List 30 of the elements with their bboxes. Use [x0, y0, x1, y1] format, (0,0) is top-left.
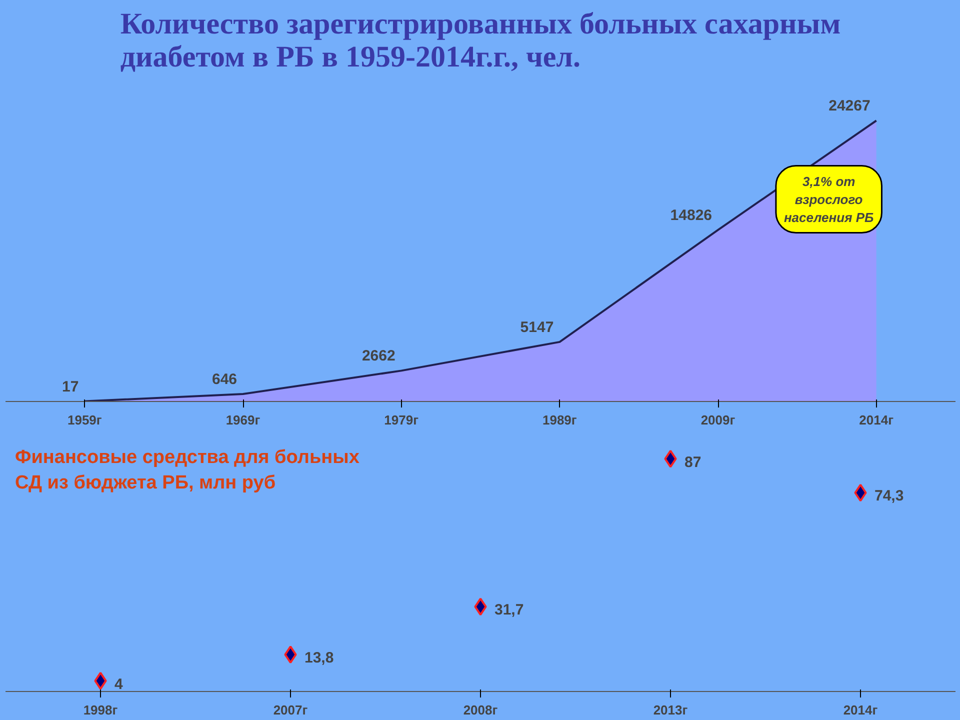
- point: [854, 484, 867, 502]
- data-label: 2662: [362, 348, 396, 365]
- x-tick-label: 2014г: [859, 412, 894, 428]
- data-label: 5147: [520, 318, 554, 336]
- data-label: 31,7: [494, 602, 524, 619]
- x-tick-label: 1969г: [226, 412, 261, 428]
- data-label: 14826: [670, 206, 712, 224]
- x-tick-label: 2009г: [700, 412, 736, 428]
- data-label: 74,3: [874, 488, 904, 505]
- data-label: 87: [684, 454, 702, 471]
- x-tick-label: 2007г: [273, 702, 308, 718]
- x-tick-label: 2013г: [653, 702, 688, 718]
- point: [94, 672, 107, 690]
- x-tick-label: 2014г: [843, 702, 878, 718]
- data-label: 646: [212, 371, 238, 388]
- annotation: 3,1% от взрослого населения РБ: [784, 174, 874, 225]
- data-label: 13,8: [304, 650, 334, 667]
- x-tick-label: 1979г: [384, 412, 420, 428]
- data-label: 4: [114, 676, 124, 693]
- chart-title: Финансовые средства для больных СД из бюджета РБ, млн руб: [15, 447, 360, 494]
- x-tick-label: 2008г: [463, 702, 498, 718]
- data-label: 17: [62, 378, 79, 396]
- x-tick-label: 1959г: [68, 412, 102, 428]
- x-tick-label: 1989г: [542, 412, 578, 428]
- point: [474, 598, 487, 616]
- chart-title: Количество зарегистрированных больных сахарным диабетом в РБ в 1959-2014г.г., чел.: [120, 8, 841, 74]
- point: [664, 450, 677, 468]
- point: [284, 646, 297, 664]
- data-label: 24267: [828, 98, 870, 115]
- x-tick-label: 1998г: [83, 702, 118, 718]
